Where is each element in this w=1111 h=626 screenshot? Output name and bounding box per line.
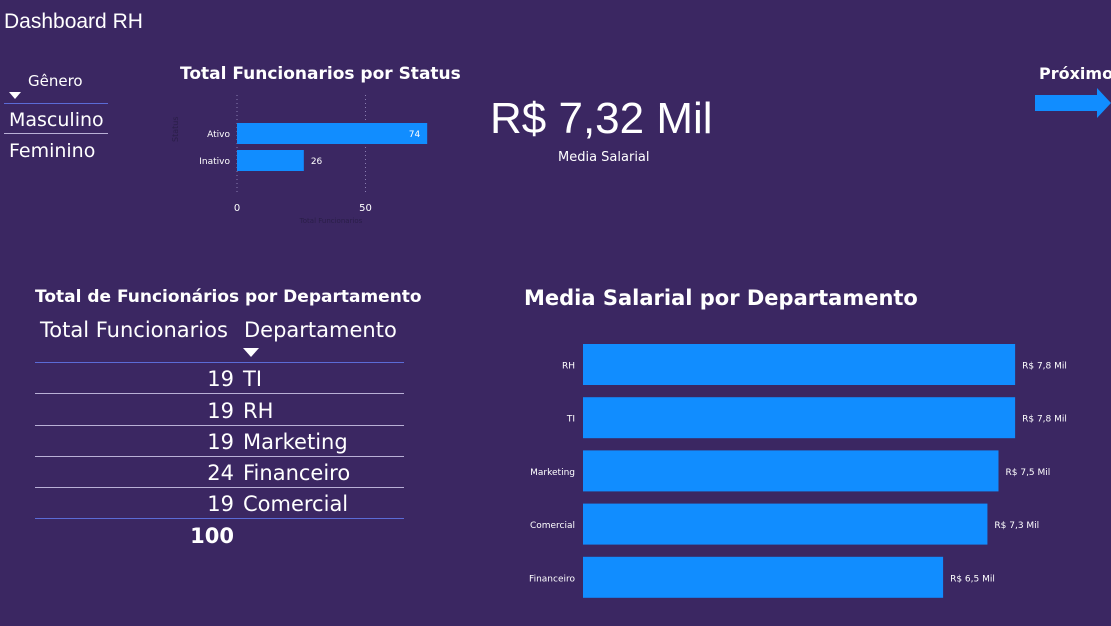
arrow-right-icon[interactable]: [1035, 88, 1111, 118]
gender-slicer-title: Gênero: [28, 72, 83, 90]
chevron-down-icon[interactable]: [9, 92, 21, 99]
status-chart: 0 50 Ativo 74 Inativo 26 Status Total Funcio…: [171, 95, 428, 225]
data-label: R$ 6,5 Mil: [950, 574, 995, 584]
table-cell-total: 24: [207, 461, 234, 485]
slicer-divider: [4, 103, 108, 104]
tick-label: 50: [359, 203, 372, 214]
column-header-total[interactable]: Total Funcionarios: [40, 318, 228, 342]
table-cell-dept: Comercial: [243, 492, 349, 516]
table-cell-total: 19: [207, 367, 234, 391]
table-row-divider: [35, 456, 404, 457]
tick-label: 0: [234, 203, 240, 214]
bar[interactable]: [583, 450, 999, 492]
table-row-divider: [35, 393, 404, 394]
sort-desc-icon[interactable]: [243, 348, 259, 357]
page-title: Dashboard RH: [4, 10, 143, 33]
table-cell-total: 19: [207, 430, 234, 454]
bar[interactable]: [583, 397, 1016, 439]
status-x-axis-label: Total Funcionarios: [299, 217, 363, 225]
status-y-axis-label: Status: [171, 117, 180, 143]
slicer-item-masculino[interactable]: Masculino: [9, 109, 104, 131]
table-cell-total: 19: [207, 492, 234, 516]
salary-chart: RH R$ 7,8 Mil TI R$ 7,8 Mil Marketing R$ 7,5 …: [529, 344, 1067, 598]
table-cell-total: 19: [207, 399, 234, 423]
data-label: R$ 7,8 Mil: [1022, 415, 1067, 425]
category-label: Comercial: [530, 521, 575, 531]
bar[interactable]: [237, 150, 304, 171]
data-label: 26: [311, 157, 323, 167]
bar[interactable]: [583, 344, 1016, 385]
kpi-label: Media Salarial: [558, 150, 650, 165]
kpi-value: R$ 7,32 Mil: [490, 94, 713, 143]
table-row-divider: [35, 487, 404, 488]
table-header-divider: [35, 362, 404, 363]
table-cell-dept: TI: [243, 367, 263, 391]
bar[interactable]: [237, 123, 428, 144]
slicer-item-feminino[interactable]: Feminino: [9, 140, 96, 162]
table-row-divider: [35, 425, 404, 426]
column-header-departamento[interactable]: Departamento: [244, 318, 397, 342]
status-chart-title: Total Funcionarios por Status: [180, 64, 461, 84]
category-label: Ativo: [207, 130, 230, 140]
category-label: Inativo: [199, 157, 230, 167]
category-label: Marketing: [530, 468, 575, 478]
data-label: 74: [409, 130, 421, 140]
table-total-divider: [35, 518, 404, 519]
data-label: R$ 7,3 Mil: [994, 521, 1039, 531]
table-cell-dept: Marketing: [243, 430, 348, 454]
table-cell-dept: Financeiro: [243, 461, 351, 485]
next-button-label[interactable]: Próximo: [1039, 64, 1111, 83]
dept-table-title: Total de Funcionários por Departamento: [35, 287, 422, 307]
category-label: TI: [566, 415, 575, 425]
data-label: R$ 7,5 Mil: [1006, 468, 1051, 478]
salary-chart-title: Media Salarial por Departamento: [524, 286, 918, 310]
slicer-divider: [4, 133, 108, 134]
table-cell-dept: RH: [243, 399, 274, 423]
bar[interactable]: [583, 556, 944, 598]
table-grand-total: 100: [190, 524, 234, 548]
category-label: Financeiro: [529, 574, 575, 584]
bar[interactable]: [583, 503, 988, 545]
category-label: RH: [562, 362, 575, 372]
data-label: R$ 7,8 Mil: [1022, 362, 1067, 372]
